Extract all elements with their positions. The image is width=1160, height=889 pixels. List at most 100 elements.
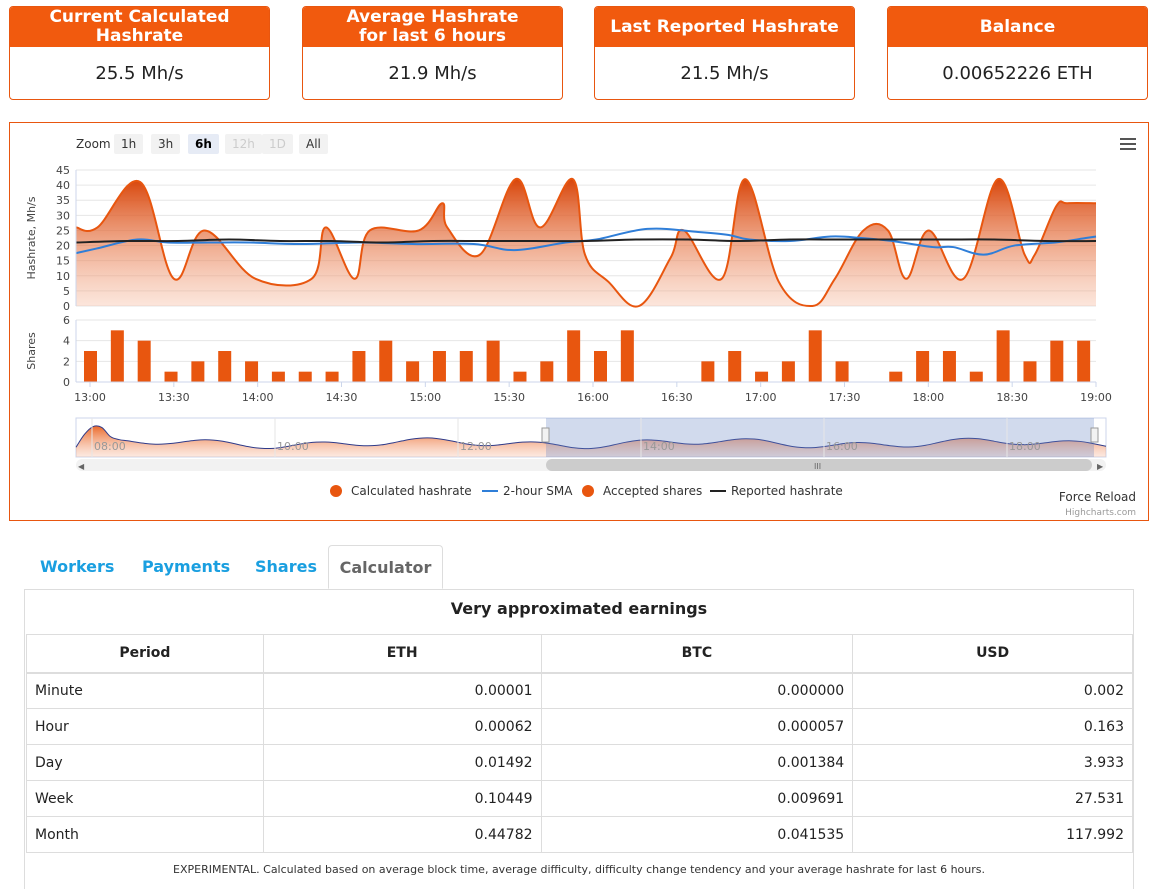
card-value: 21.5 Mh/s [680,62,769,84]
share-column [513,371,527,382]
zoom-button-6h[interactable]: 6h [188,134,219,154]
card-title-line: Average Hashrate [346,7,519,27]
y-axis-title: Shares [25,332,38,370]
card-title-line: Hashrate [95,26,184,46]
share-column [245,361,259,382]
period-cell: Month [26,816,264,853]
zoom-button-1d[interactable]: 1D [262,134,293,154]
x-tick-label: 17:30 [829,391,861,404]
card-title: Last Reported Hashrate [595,7,854,47]
tab-calculator[interactable]: Calculator [328,545,443,589]
share-column [352,351,366,382]
zoom-button-3h[interactable]: 3h [151,134,181,154]
force-reload-link[interactable]: Force Reload [1058,490,1136,504]
y-tick-label: 20 [56,240,70,253]
share-column [996,330,1010,382]
highcharts-credits[interactable]: Highcharts.com [1065,508,1136,518]
period-cell: Day [26,744,264,781]
column-header: Period [26,634,264,674]
zoom-button-12h[interactable]: 12h [225,134,262,154]
btc-cell: 0.000000 [540,672,854,709]
y-tick-label: 2 [63,355,70,368]
calculator-title: Very approximated earnings [450,599,708,618]
y-tick-label: 30 [56,209,70,222]
chart-svg: 0 5 10 15 20 25 30 35 40 45 0 2 4 6 Hashrate, Mh/s Shar… [25,164,1112,498]
share-column [889,371,903,382]
share-column [459,351,473,382]
scroll-left-icon: ◀ [78,462,85,471]
share-column [942,351,956,382]
zoom-button-1h[interactable]: 1h [114,134,144,154]
card-title: Current Calculated Hashrate [10,7,269,47]
share-column [84,351,97,382]
share-column [781,361,795,382]
share-column [486,340,500,382]
btc-cell: 0.041535 [540,816,854,853]
sma-line [75,227,1097,256]
scroll-right-icon: ▶ [1097,462,1104,471]
y-tick-label: 25 [56,224,70,237]
navigator-handle-right [1090,427,1099,443]
scrollbar-thumb [546,459,1092,471]
calculator-panel: Very approximated earnings Period ETH BT… [24,589,1134,889]
share-column [701,361,715,382]
tab-workers[interactable]: Workers [40,557,115,576]
legend-item: Calculated hashrate [351,484,472,498]
card-last-reported-hashrate: Last Reported Hashrate 21.5 Mh/s [594,6,855,100]
legend-item: Reported hashrate [731,484,843,498]
table-row: Day 0.01492 0.001384 3.933 [26,744,1133,781]
navigator-line [75,425,1107,450]
usd-cell: 0.163 [852,708,1133,745]
tab-shares[interactable]: Shares [255,557,317,576]
zoom-button-all[interactable]: All [299,134,328,154]
share-column [191,361,205,382]
navigator-area [76,425,1106,457]
navigator-tick-label: 08:00 [94,440,126,453]
scrollbar-grip-icon: III [814,462,821,471]
navigator-tick-label: 14:00 [643,440,675,453]
share-column [916,351,930,382]
x-tick-label: 18:30 [996,391,1028,404]
share-column [298,371,312,382]
y-tick-label: 6 [63,314,70,327]
y-tick-label: 10 [56,270,70,283]
x-tick-label: 16:30 [661,391,693,404]
x-tick-label: 19:00 [1080,391,1112,404]
experimental-note: EXPERIMENTAL. Calculated based on averag… [173,863,985,876]
share-column [728,351,742,382]
y-tick-label: 5 [63,285,70,298]
usd-cell: 117.992 [852,816,1133,853]
eth-cell: 0.44782 [262,816,542,853]
reported-hashrate-line [75,238,1097,244]
x-tick-label: 13:00 [74,391,106,404]
table-header-row: Period ETH BTC USD [26,634,1133,674]
share-column [137,340,151,382]
share-column [432,351,446,382]
x-tick-label: 13:30 [158,391,190,404]
share-column [594,351,607,382]
navigator-tick-label: 16:00 [826,440,858,453]
usd-cell: 27.531 [852,780,1133,817]
share-column [755,371,769,382]
share-column [835,361,849,382]
table-row: Minute 0.00001 0.000000 0.002 [26,672,1133,709]
eth-cell: 0.10449 [262,780,542,817]
card-value: 0.00652226 ETH [942,62,1093,84]
btc-cell: 0.000057 [540,708,854,745]
eth-cell: 0.00062 [262,708,542,745]
share-column [620,330,634,382]
share-column [808,330,822,382]
tab-payments[interactable]: Payments [142,557,231,576]
table-row: Week 0.10449 0.009691 27.531 [26,780,1133,817]
calculated-hashrate-line [75,178,1097,308]
card-title: Balance [888,7,1147,47]
navigator-tick-label: 10:00 [277,440,309,453]
table-row: Hour 0.00062 0.000057 0.163 [26,708,1133,745]
btc-cell: 0.009691 [540,780,854,817]
navigator-tick-label: 18:00 [1009,440,1041,453]
share-column [406,361,420,382]
hamburger-menu-icon[interactable] [1120,138,1136,150]
period-cell: Hour [26,708,264,745]
share-column [271,371,285,382]
eth-cell: 0.00001 [262,672,542,709]
